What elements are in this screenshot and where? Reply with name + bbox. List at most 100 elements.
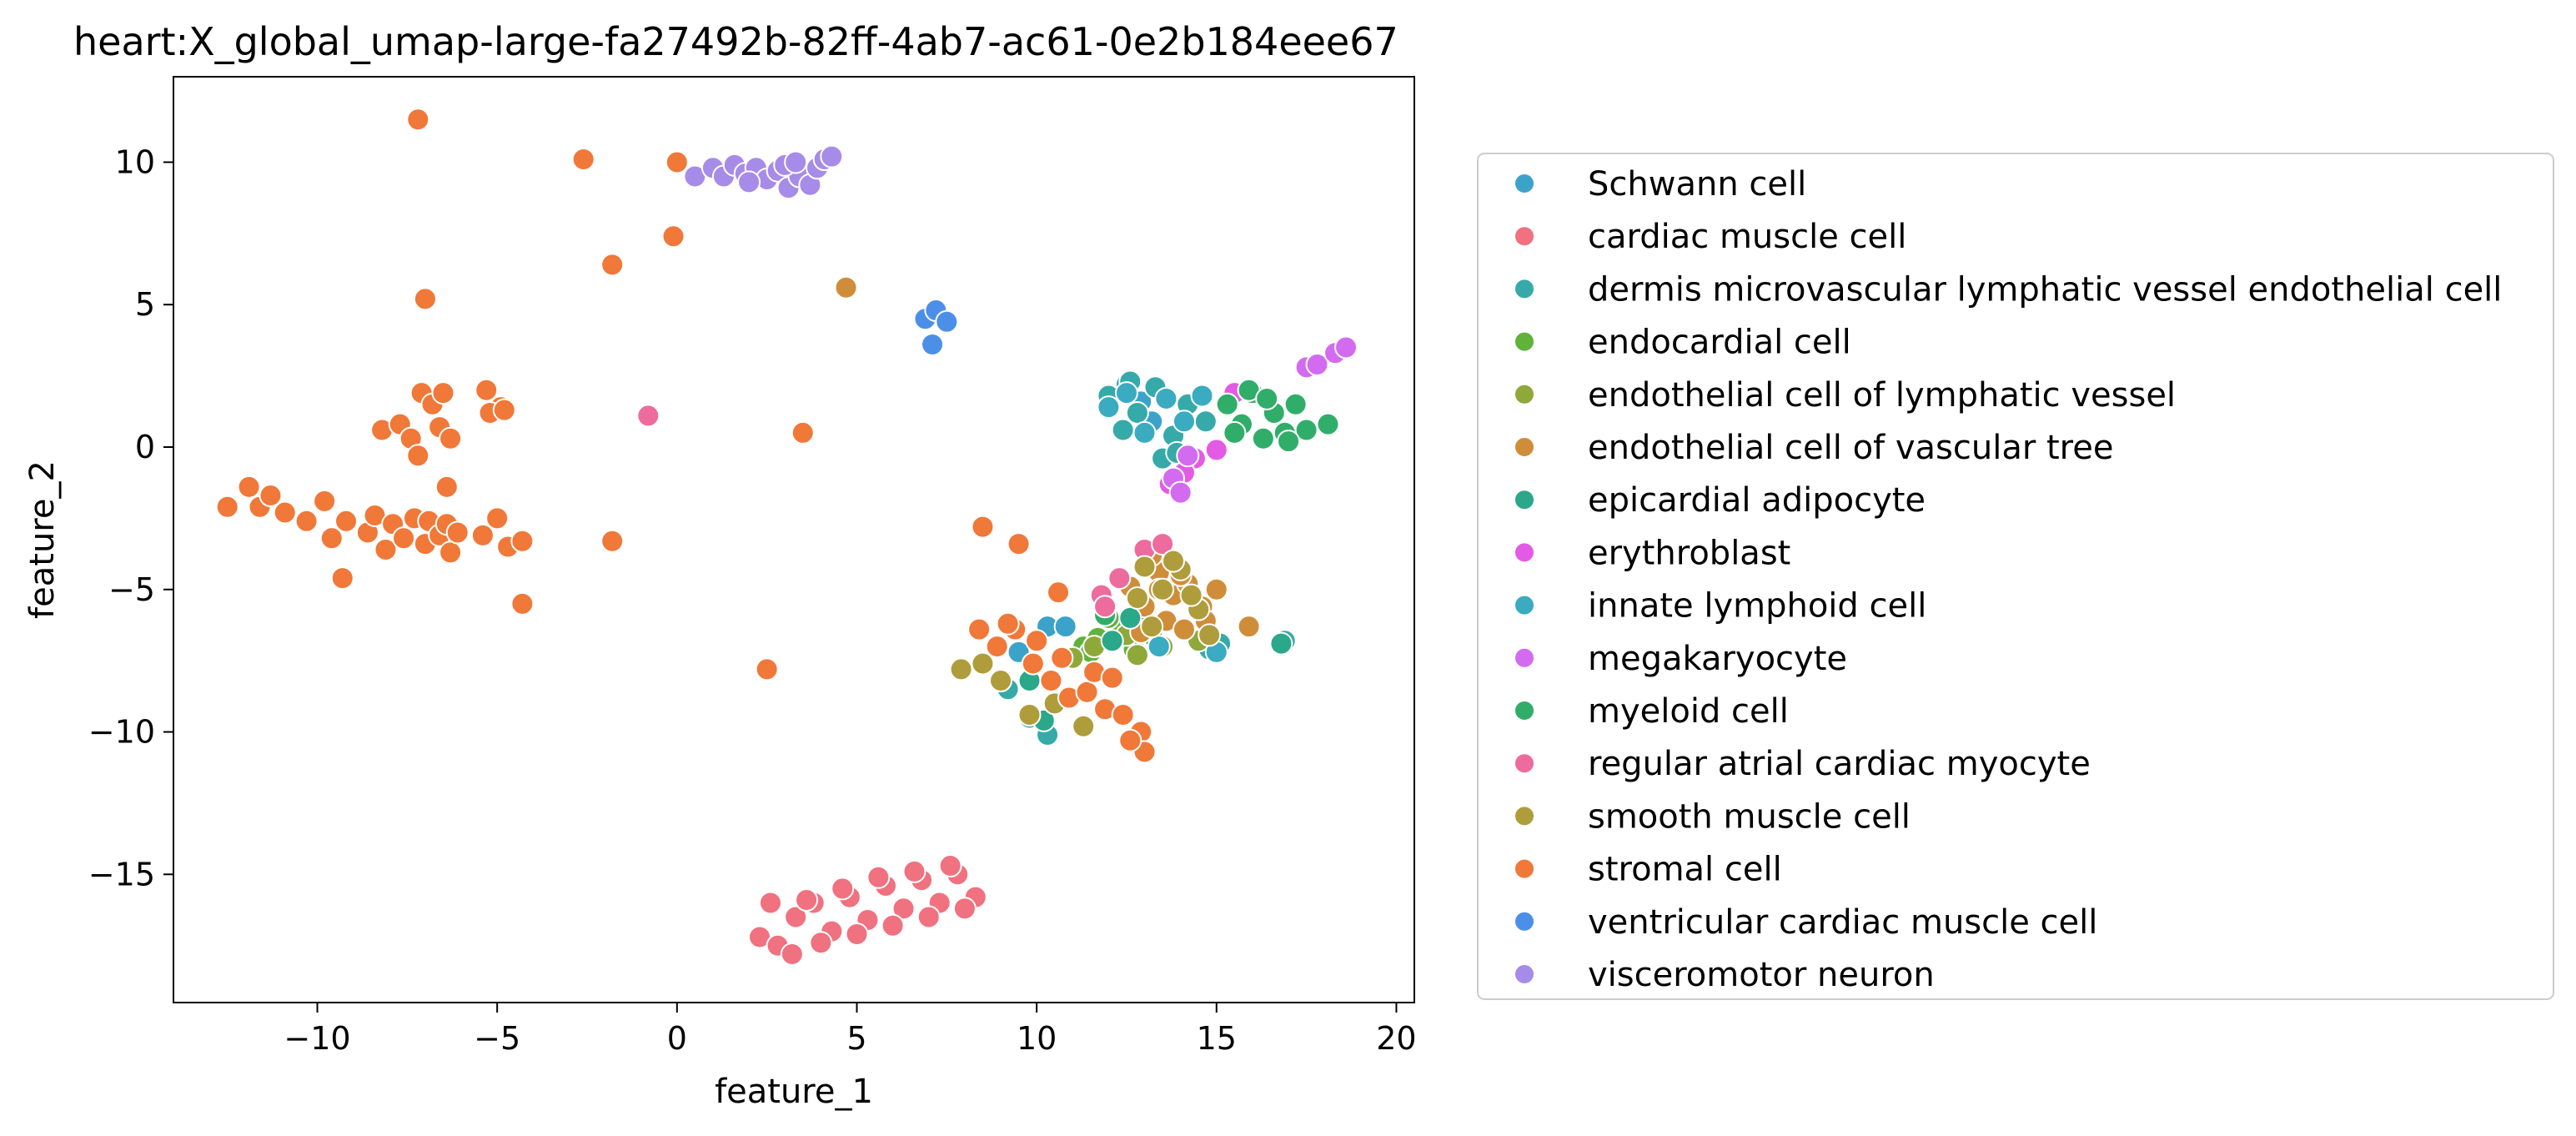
- data-point: [445, 520, 470, 545]
- data-point: [1125, 586, 1149, 611]
- data-point: [600, 253, 625, 277]
- data-point: [971, 651, 995, 676]
- data-point: [1097, 395, 1121, 420]
- y-tick-label: −5: [108, 571, 155, 608]
- data-point: [485, 506, 510, 530]
- data-point: [510, 591, 535, 616]
- data-point: [985, 635, 1009, 659]
- data-point: [1053, 615, 1077, 639]
- data-point: [820, 144, 844, 168]
- legend-marker: [1514, 541, 1535, 564]
- y-axis-label: feature_2: [23, 460, 62, 619]
- data-point: [952, 897, 977, 921]
- data-point: [330, 566, 354, 591]
- legend-label: smooth muscle cell: [1588, 797, 1911, 836]
- data-point: [1118, 728, 1142, 752]
- legend-marker: [1514, 805, 1535, 827]
- data-point: [392, 526, 416, 550]
- data-point: [1125, 401, 1149, 425]
- data-point: [1179, 583, 1203, 607]
- data-point: [1100, 666, 1124, 690]
- data-point: [1277, 430, 1301, 454]
- data-point: [1154, 386, 1178, 410]
- data-point: [1100, 629, 1124, 653]
- data-point: [510, 529, 535, 553]
- data-point: [809, 931, 833, 955]
- data-point: [795, 888, 819, 912]
- data-point: [636, 404, 660, 428]
- data-point: [902, 859, 926, 883]
- data-point: [780, 942, 804, 966]
- y-tick-label: 5: [135, 286, 155, 323]
- legend-marker: [1514, 278, 1535, 300]
- data-point: [661, 224, 685, 249]
- data-point: [1193, 410, 1218, 434]
- y-tick-label: 0: [135, 429, 155, 465]
- data-point: [1021, 651, 1045, 676]
- data-point: [1025, 629, 1049, 653]
- data-point: [406, 108, 430, 132]
- data-point: [1147, 635, 1171, 659]
- data-point: [1050, 646, 1074, 670]
- data-point: [1251, 426, 1275, 450]
- x-axis-label: feature_1: [715, 1073, 873, 1111]
- data-point: [1114, 381, 1138, 405]
- legend-label: innate lymphoid cell: [1588, 587, 1926, 626]
- ticks-layer: −10 −5 0 5 10 15 20 −15 −10 −5 0 5 10: [88, 143, 1417, 1057]
- x-tick-label: 0: [667, 1020, 687, 1057]
- legend-marker: [1514, 489, 1535, 511]
- legend-marker: [1514, 857, 1535, 880]
- data-point: [600, 529, 625, 553]
- legend-marker: [1514, 225, 1535, 248]
- x-tick-label: −10: [284, 1020, 350, 1057]
- data-point: [313, 489, 337, 513]
- legend-marker: [1514, 594, 1535, 616]
- data-point: [791, 420, 815, 445]
- data-point: [1283, 392, 1308, 416]
- legend-label: ventricular cardiac muscle cell: [1588, 903, 2097, 942]
- legend: Schwann cell cardiac muscle cell dermis mi…: [1477, 153, 2554, 1000]
- legend-frame: [1477, 153, 2554, 1000]
- data-point: [439, 540, 463, 565]
- data-point: [891, 897, 916, 921]
- data-point: [845, 922, 869, 947]
- data-point: [1223, 420, 1247, 445]
- data-point: [1118, 606, 1142, 630]
- data-point: [1334, 335, 1358, 359]
- data-point: [1132, 555, 1157, 579]
- data-point: [784, 905, 808, 929]
- data-point: [1140, 615, 1164, 639]
- data-point: [475, 378, 499, 402]
- data-point: [971, 515, 995, 539]
- data-point: [1151, 532, 1175, 556]
- legend-label: dermis microvascular lymphatic vessel en…: [1588, 270, 2502, 309]
- legend-marker: [1514, 383, 1535, 405]
- data-point: [1168, 480, 1193, 505]
- data-point: [571, 148, 595, 172]
- x-tick-label: 20: [1376, 1020, 1416, 1057]
- data-point: [273, 500, 297, 525]
- data-point: [1215, 392, 1239, 416]
- data-point: [259, 484, 283, 508]
- data-point: [1204, 438, 1228, 462]
- data-point: [1151, 577, 1175, 601]
- data-point: [413, 287, 437, 311]
- data-point: [319, 526, 344, 550]
- legend-items: Schwann cell cardiac muscle cell dermis mi…: [1514, 165, 2502, 994]
- data-point: [1075, 680, 1099, 704]
- data-point: [949, 657, 973, 681]
- legend-marker: [1514, 173, 1535, 194]
- data-point: [406, 444, 430, 468]
- data-point: [1039, 669, 1063, 693]
- x-tick-label: −5: [474, 1020, 520, 1057]
- data-point: [1125, 643, 1149, 667]
- legend-marker: [1514, 330, 1535, 353]
- y-tick-label: −10: [88, 714, 155, 751]
- data-point: [1162, 549, 1186, 573]
- legend-label: endothelial cell of lymphatic vessel: [1588, 376, 2176, 415]
- data-point: [439, 426, 463, 450]
- data-point: [935, 309, 959, 334]
- legend-marker: [1514, 646, 1535, 669]
- data-point: [1111, 418, 1135, 442]
